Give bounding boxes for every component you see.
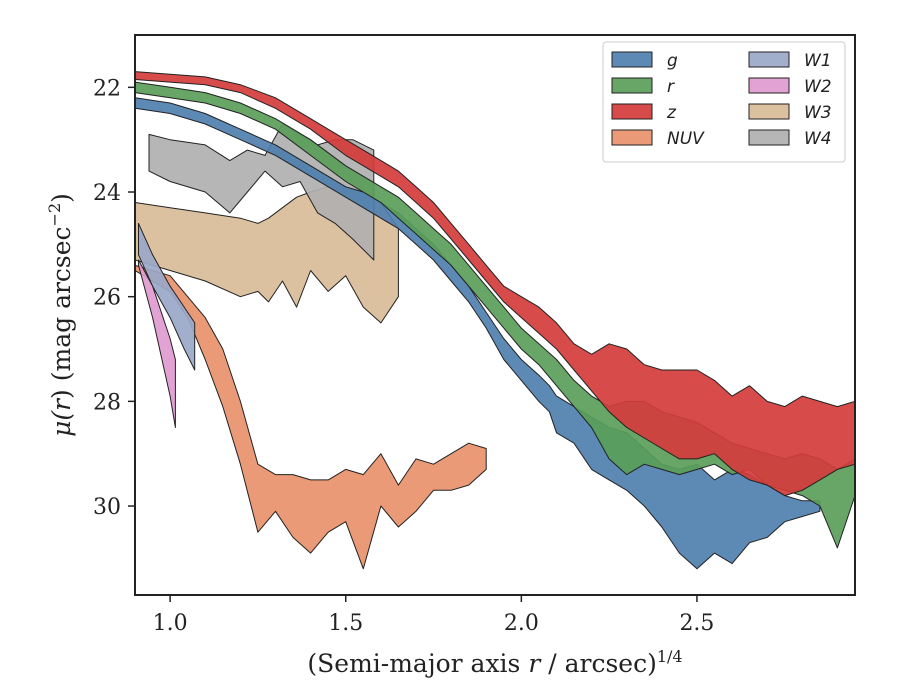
band-w1 [138, 222, 196, 371]
legend-label-w4: W4 [804, 129, 832, 149]
x-tick-label: 1.0 [153, 611, 188, 636]
legend-swatch-z [611, 103, 653, 120]
y-tick-label: 26 [93, 286, 121, 311]
legend-swatch-nuv [611, 129, 653, 146]
plot-frame [134, 34, 856, 596]
y-tick-label: 22 [93, 76, 121, 101]
y-tick-label: 30 [93, 495, 121, 520]
y-axis-label: μ(r) (mag arcsec−2) [45, 193, 76, 437]
legend-label-w2: W2 [804, 77, 832, 97]
legend-swatch-w1 [748, 51, 790, 68]
legend-label-nuv: NUV [667, 129, 705, 149]
legend-label-w1: W1 [804, 51, 832, 71]
x-tick-label: 2.0 [504, 611, 539, 636]
x-axis-label: (Semi-major axis r / arcsec)1/4 [307, 647, 682, 678]
profile-bands [135, 71, 855, 570]
band-w2 [138, 259, 176, 428]
x-axis-ticks: 1.0 1.5 2.0 2.5 [153, 595, 714, 636]
legend-label-r: r [667, 77, 675, 97]
band-nuv [135, 264, 487, 570]
legend-swatch-w3 [748, 103, 790, 120]
y-axis-ticks: 22 24 26 28 30 [93, 76, 135, 520]
legend-swatch-g [611, 51, 653, 68]
legend-label-z: z [666, 103, 677, 123]
band-z [135, 71, 855, 497]
legend-swatch-w2 [748, 77, 790, 94]
y-tick-label: 24 [93, 181, 121, 206]
legend-swatch-w4 [748, 129, 790, 146]
y-tick-label: 28 [93, 390, 121, 415]
legend: grz NUV W1 W2 W3 W4 [602, 41, 846, 163]
x-tick-label: 2.5 [679, 611, 714, 636]
legend-swatch-r [611, 77, 653, 94]
legend-label-w3: W3 [804, 103, 832, 123]
legend-label-g: g [667, 51, 678, 71]
x-tick-label: 1.5 [328, 611, 363, 636]
